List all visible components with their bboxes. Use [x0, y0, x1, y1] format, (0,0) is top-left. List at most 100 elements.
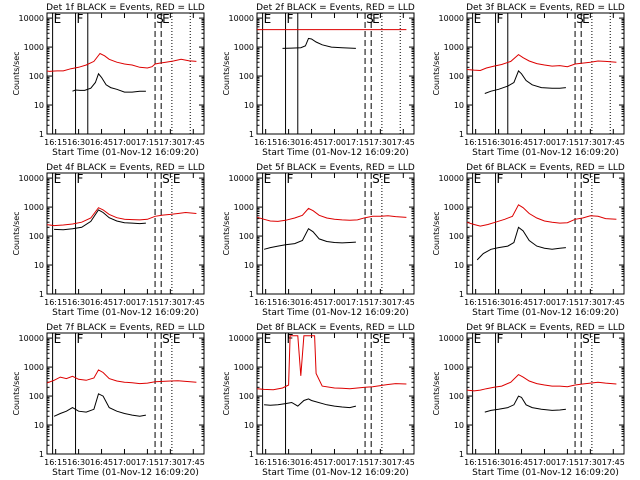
- y-tick-label: 100: [449, 72, 464, 81]
- y-tick-label: 1000: [444, 203, 464, 212]
- panel-title: Det 2f BLACK = Events, RED = LLD: [256, 3, 415, 13]
- x-tick-label: 17:30: [579, 298, 602, 307]
- x-axis-label: Start Time (01-Nov-12 16:09:20): [52, 148, 199, 158]
- panel-det-9: Det 9f BLACK = Events, RED = LLD 1 10 100 10…: [432, 323, 625, 478]
- x-axis-label: Start Time (01-Nov-12 16:09:20): [472, 308, 619, 318]
- x-tick-label: 17:00: [113, 138, 136, 147]
- marker-label: S: [582, 332, 590, 346]
- plot-frame: [466, 12, 625, 135]
- y-tick-label: 10000: [439, 14, 464, 23]
- marker-label: S: [372, 172, 380, 186]
- y-tick-label: 1000: [444, 43, 464, 52]
- panel-det-8: Det 8f BLACK = Events, RED = LLD 1 10 100 10…: [222, 323, 415, 478]
- y-tick-label: 1: [459, 130, 464, 139]
- series-lld-line: [467, 53, 617, 72]
- x-tick-label: 17:00: [323, 298, 346, 307]
- x-tick-label: 17:30: [159, 138, 182, 147]
- y-axis-label: Counts/sec: [432, 51, 441, 95]
- y-tick-label: 100: [449, 392, 464, 401]
- series-lld-line: [467, 204, 617, 227]
- marker-label: S: [366, 12, 374, 26]
- panel-det-5: Det 5f BLACK = Events, RED = LLD 1 10 100 10…: [222, 163, 415, 318]
- y-axis-label: Counts/sec: [432, 371, 441, 415]
- y-tick-label: 10000: [19, 334, 44, 343]
- y-tick-label: 1000: [234, 363, 254, 372]
- plot-frame: [466, 172, 625, 295]
- marker-label: F: [77, 12, 84, 26]
- y-tick-label: 1: [249, 290, 254, 299]
- plot-frame: [46, 332, 205, 455]
- x-tick-label: 17:45: [602, 458, 625, 467]
- y-tick-label: 1: [459, 450, 464, 459]
- y-tick-label: 1: [249, 130, 254, 139]
- panel-title: Det 8f BLACK = Events, RED = LLD: [256, 323, 415, 333]
- x-tick-label: 16:15: [44, 458, 67, 467]
- series-events-line: [484, 70, 566, 94]
- x-tick-label: 16:30: [277, 458, 300, 467]
- plot-frame: [256, 12, 415, 135]
- series-lld-line: [47, 369, 197, 385]
- x-tick-label: 17:30: [159, 458, 182, 467]
- marker-label: E: [54, 172, 62, 186]
- y-axis-label: Counts/sec: [222, 211, 231, 255]
- x-tick-label: 16:45: [90, 458, 113, 467]
- marker-label: E: [173, 332, 181, 346]
- marker-label: E: [264, 12, 272, 26]
- marker-label: E: [593, 332, 601, 346]
- x-tick-label: 17:30: [369, 298, 392, 307]
- marker-label: E: [474, 12, 482, 26]
- x-tick-label: 16:45: [510, 298, 533, 307]
- marker-label: E: [582, 12, 590, 26]
- y-tick-label: 1: [39, 290, 44, 299]
- marker-label: E: [173, 172, 181, 186]
- y-tick-label: 10: [34, 421, 44, 430]
- y-tick-label: 100: [239, 392, 254, 401]
- series-lld-line: [257, 335, 407, 391]
- y-tick-label: 10: [34, 101, 44, 110]
- y-axis-label: Counts/sec: [12, 211, 21, 255]
- x-tick-label: 16:30: [277, 298, 300, 307]
- x-tick-label: 17:45: [182, 458, 205, 467]
- x-tick-label: 16:30: [487, 298, 510, 307]
- series-lld-line: [257, 207, 407, 222]
- series-events-line: [72, 72, 146, 93]
- panel-det-7: Det 7f BLACK = Events, RED = LLD 1 10 100 10…: [12, 323, 205, 478]
- x-tick-label: 17:45: [392, 138, 415, 147]
- x-tick-label: 16:15: [44, 298, 67, 307]
- x-tick-label: 17:15: [346, 138, 369, 147]
- x-tick-label: 16:15: [464, 138, 487, 147]
- x-tick-label: 16:45: [300, 138, 323, 147]
- marker-label: E: [162, 12, 170, 26]
- series-events-line: [282, 37, 356, 49]
- panel-title: Det 9f BLACK = Events, RED = LLD: [466, 323, 625, 333]
- marker-label: S: [372, 332, 380, 346]
- panel-det-2: Det 2f BLACK = Events, RED = LLD 1 10 100 10…: [222, 3, 415, 158]
- marker-label: F: [77, 332, 84, 346]
- x-tick-label: 17:00: [113, 298, 136, 307]
- y-tick-label: 1000: [444, 363, 464, 372]
- x-axis-label: Start Time (01-Nov-12 16:09:20): [52, 468, 199, 478]
- y-tick-label: 1: [39, 450, 44, 459]
- marker-label: E: [383, 332, 391, 346]
- marker-label: E: [372, 12, 380, 26]
- marker-label: E: [264, 332, 272, 346]
- x-tick-label: 16:15: [464, 298, 487, 307]
- x-tick-label: 16:45: [90, 138, 113, 147]
- panel-title: Det 3f BLACK = Events, RED = LLD: [466, 3, 625, 13]
- x-tick-label: 17:00: [323, 458, 346, 467]
- x-tick-label: 16:30: [67, 138, 90, 147]
- y-tick-label: 100: [29, 392, 44, 401]
- y-tick-label: 1000: [234, 43, 254, 52]
- panel-title: Det 4f BLACK = Events, RED = LLD: [46, 163, 205, 173]
- y-tick-label: 10000: [229, 334, 254, 343]
- y-tick-label: 1000: [24, 203, 44, 212]
- x-tick-label: 17:00: [533, 458, 556, 467]
- x-tick-label: 17:30: [579, 458, 602, 467]
- marker-label: F: [287, 172, 294, 186]
- marker-label: S: [582, 172, 590, 186]
- y-tick-label: 100: [449, 232, 464, 241]
- y-tick-label: 10000: [439, 334, 464, 343]
- x-tick-label: 17:15: [136, 298, 159, 307]
- x-tick-label: 17:45: [392, 458, 415, 467]
- y-tick-label: 1: [249, 450, 254, 459]
